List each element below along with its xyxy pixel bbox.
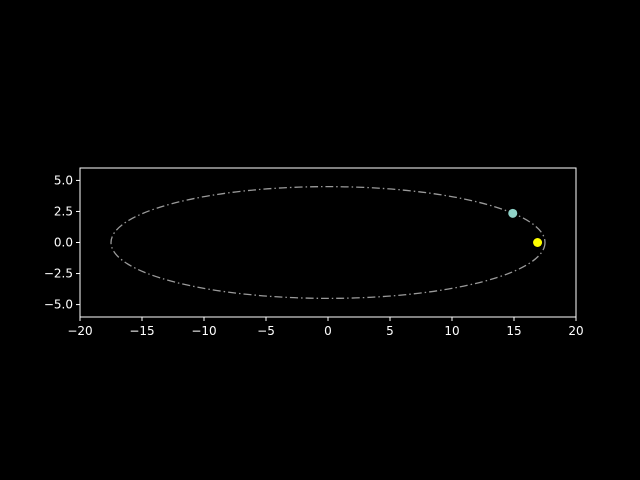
x-tick-label: 5 [386,324,394,338]
y-tick-label: 5.0 [54,173,73,187]
data-point-2 [533,238,543,247]
x-tick-label: −10 [191,324,216,338]
x-tick-label: −15 [129,324,154,338]
y-tick-label: 2.5 [54,204,73,218]
x-tick-label: −5 [257,324,275,338]
y-tick-label: −5.0 [44,298,73,312]
orbit-ellipse [110,185,546,300]
y-tick-label: 0.0 [54,236,73,250]
data-point-1 [508,208,518,218]
x-tick-label: 10 [444,324,459,338]
x-tick-label: 20 [568,324,583,338]
x-axis: −20 −15 −10 −5 0 5 10 15 20 [67,317,584,338]
y-tick-label: −2.5 [44,267,73,281]
x-tick-label: 0 [324,324,332,338]
x-tick-label: −20 [67,324,92,338]
x-tick-label: 15 [506,324,521,338]
y-axis: 5.0 2.5 0.0 −2.5 −5.0 [44,173,80,312]
